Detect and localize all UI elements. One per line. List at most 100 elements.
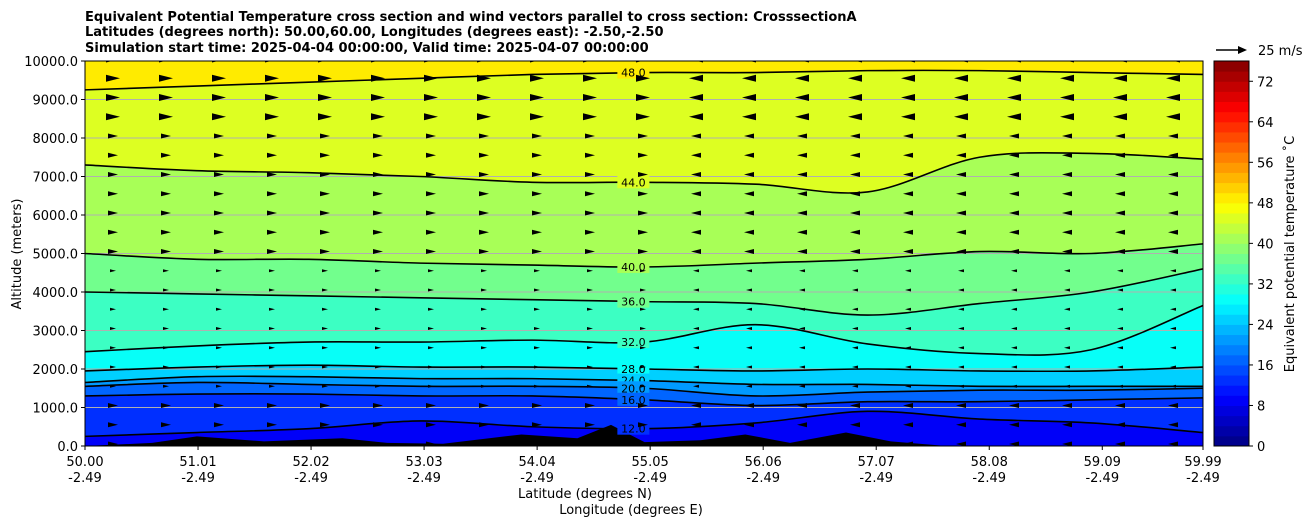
- contour-label-bg: [617, 381, 650, 395]
- y-tick-label: 3000.0: [33, 325, 79, 340]
- wind-vector: [1009, 422, 1019, 428]
- wind-vector: [956, 422, 966, 428]
- colorbar-tick-label: 16: [1257, 359, 1274, 374]
- wind-vector: [320, 191, 330, 197]
- wind-vector: [744, 152, 754, 158]
- wind-vector: [746, 365, 752, 369]
- wind-vector: [320, 172, 330, 177]
- contour-label: 32.0: [621, 336, 646, 349]
- contour-label: 20.0: [621, 382, 646, 395]
- wind-vector: [426, 133, 436, 139]
- wind-vector: [799, 269, 805, 273]
- wind-vector: [532, 403, 542, 408]
- wind-vector: [1064, 307, 1070, 311]
- y-tick-label: 8000.0: [33, 132, 79, 147]
- wind-vector: [852, 288, 858, 292]
- wind-vector: [163, 307, 169, 311]
- wind-vector: [1117, 288, 1123, 292]
- wind-vector: [375, 365, 381, 369]
- wind-vector: [1113, 74, 1127, 82]
- wind-vector: [901, 94, 915, 101]
- wind-vector: [852, 346, 858, 350]
- wind-vector: [265, 113, 279, 121]
- x-tick-label-lat: 52.02: [292, 455, 329, 470]
- wind-vector: [903, 133, 913, 139]
- contour-label-bg: [617, 335, 650, 349]
- wind-vector: [693, 384, 699, 388]
- x-tick-label-lon: -2.49: [859, 471, 893, 486]
- wind-vector: [481, 384, 487, 388]
- wind-vector: [1009, 152, 1019, 158]
- wind-vector: [108, 441, 118, 446]
- wind-vector: [746, 269, 752, 273]
- wind-vector: [481, 346, 487, 350]
- wind-vector: [1170, 346, 1176, 350]
- wind-vector: [1060, 74, 1074, 82]
- wind-vector: [322, 269, 328, 273]
- contour-label-bg: [617, 65, 650, 79]
- x-tick-label-lat: 50.00: [66, 455, 103, 470]
- wind-vector: [1011, 288, 1017, 292]
- wind-vector: [426, 403, 436, 408]
- wind-vector: [848, 113, 862, 121]
- wind-vector: [375, 346, 381, 350]
- wind-vector: [1064, 269, 1070, 273]
- wind-vector: [269, 327, 275, 330]
- wind-vector: [799, 327, 805, 330]
- wind-vector: [852, 384, 858, 388]
- wind-vector: [905, 365, 911, 369]
- wind-vector: [322, 307, 328, 311]
- wind-vector: [905, 269, 911, 273]
- wind-vector: [799, 288, 805, 292]
- wind-vector: [958, 269, 964, 273]
- wind-vector: [267, 133, 277, 139]
- wind-vector: [214, 403, 224, 408]
- colorbar-segment: [1214, 253, 1249, 265]
- wind-vector: [532, 210, 542, 216]
- wind-vector: [426, 191, 436, 197]
- wind-vector: [1011, 327, 1017, 330]
- wind-vector: [322, 384, 328, 388]
- wind-vector: [110, 327, 116, 330]
- temperature-band: [85, 61, 1203, 90]
- wind-vector: [1170, 288, 1176, 292]
- wind-vector: [795, 94, 809, 101]
- wind-vector: [638, 172, 648, 177]
- wind-vector: [532, 229, 542, 235]
- wind-vector: [532, 422, 542, 428]
- wind-vector: [848, 94, 862, 101]
- wind-vector: [797, 210, 807, 216]
- wind-vector: [479, 229, 489, 235]
- wind-vector: [371, 113, 385, 121]
- colorbar-segment: [1214, 364, 1249, 376]
- colorbar-segment: [1214, 233, 1249, 244]
- wind-vector: [585, 403, 595, 408]
- wind-vector: [852, 269, 858, 273]
- wind-vector: [903, 152, 913, 158]
- chart-title-line-3: Simulation start time: 2025-04-04 00:00:…: [85, 41, 649, 56]
- wind-vector: [214, 210, 224, 216]
- colorbar-segment: [1214, 415, 1249, 427]
- y-tick-label: 10000.0: [24, 55, 78, 70]
- wind-vector: [799, 346, 805, 350]
- wind-vector: [163, 327, 169, 330]
- wind-vector: [424, 74, 438, 82]
- wind-vector: [108, 210, 118, 216]
- wind-vector: [744, 249, 754, 254]
- wind-vector: [267, 229, 277, 235]
- wind-vector: [1115, 191, 1125, 197]
- contour-label-bg: [617, 294, 650, 308]
- colorbar-segment: [1214, 81, 1249, 92]
- wind-vector: [1115, 152, 1125, 158]
- wind-vector: [742, 94, 756, 101]
- wind-vector: [534, 346, 540, 350]
- wind-vector: [850, 403, 860, 408]
- colorbar-tick-label: 32: [1257, 278, 1274, 293]
- wind-vector: [320, 249, 330, 254]
- wind-vector: [1011, 269, 1017, 273]
- wind-vector: [691, 210, 701, 216]
- wind-vector: [1007, 113, 1021, 121]
- wind-vector: [320, 229, 330, 235]
- wind-vector: [1009, 172, 1019, 177]
